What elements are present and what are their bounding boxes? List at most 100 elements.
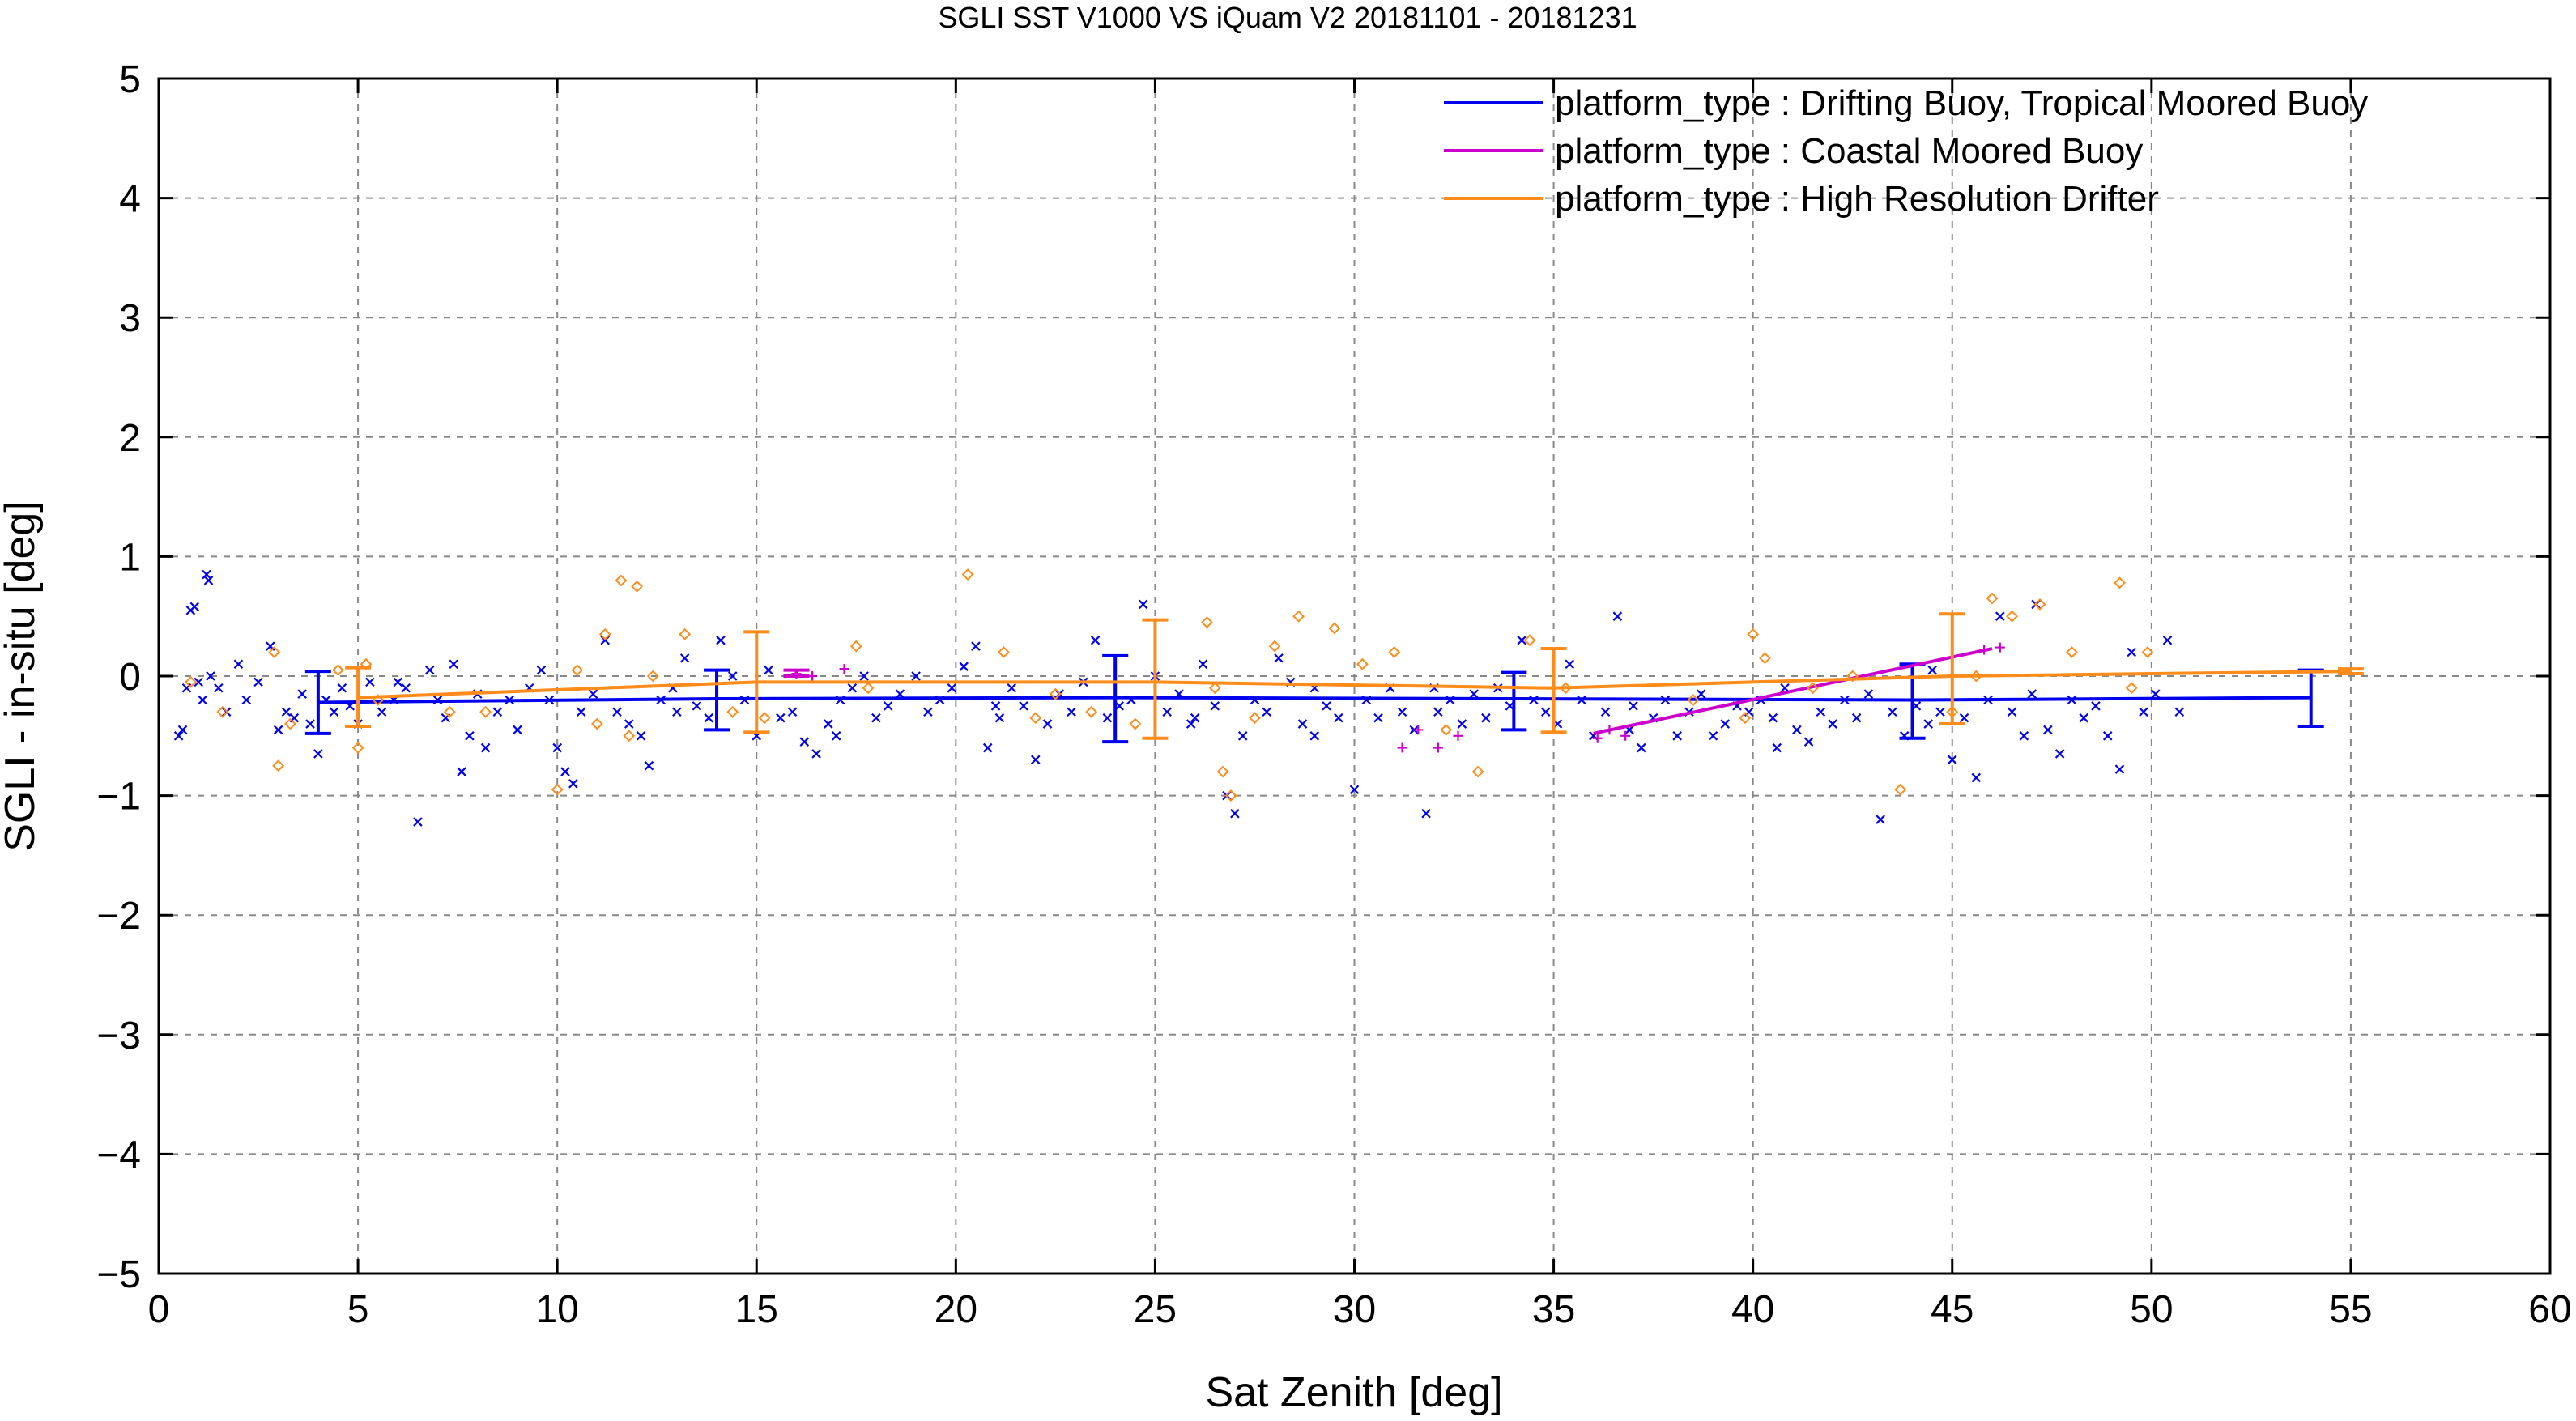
data-point: [1440, 724, 1453, 736]
data-point: [492, 707, 503, 717]
data-point: [377, 707, 387, 717]
data-point: [2174, 707, 2185, 717]
data-point: [206, 671, 215, 681]
data-point: [1162, 707, 1172, 717]
data-point: [1237, 731, 1248, 741]
data-point: [2054, 749, 2065, 759]
data-point: [253, 677, 263, 687]
data-point: [2162, 635, 2173, 645]
data-point: [1356, 657, 1369, 670]
data-point: [971, 641, 981, 651]
data-point: [598, 628, 611, 640]
data-point: [961, 568, 974, 581]
data-point: [704, 713, 713, 723]
data-point: [923, 707, 933, 717]
data-point: [831, 731, 841, 741]
data-point: [1971, 772, 1982, 783]
data-point: [273, 725, 283, 735]
data-point: [799, 737, 810, 747]
x-tick-label: 10: [535, 1288, 578, 1331]
data-point: [1067, 707, 1076, 717]
data-point: [2019, 731, 2029, 741]
data-point: [1629, 701, 1638, 711]
data-point: [2091, 701, 2101, 711]
data-point: [883, 701, 893, 711]
data-point: [1029, 712, 1042, 725]
data-point: [2141, 646, 2154, 658]
y-tick-label: 5: [119, 58, 141, 101]
series-layer: [173, 568, 2364, 827]
data-point: [1995, 611, 2005, 621]
data-point: [1210, 701, 1220, 711]
data-point: [839, 664, 849, 674]
data-point: [571, 664, 584, 677]
data-point: [1208, 682, 1221, 695]
data-point: [1085, 705, 1098, 718]
data-point: [590, 717, 603, 730]
series-mean-line: [358, 670, 2351, 700]
data-point: [297, 689, 307, 699]
data-point: [184, 675, 197, 688]
legend: platform_type : Drifting Buoy, Tropical …: [1444, 83, 2368, 219]
data-point: [413, 817, 423, 827]
data-point: [233, 659, 244, 670]
data-point: [692, 701, 702, 711]
data-point: [1198, 659, 1208, 670]
data-point: [401, 683, 411, 693]
error-bar: [1939, 612, 1965, 726]
data-point: [631, 580, 644, 593]
data-point: [1768, 713, 1778, 723]
data-point: [1739, 712, 1752, 725]
data-point: [672, 707, 682, 717]
data-point: [1334, 713, 1343, 723]
data-point: [994, 713, 1005, 723]
data-point: [1190, 713, 1200, 723]
data-point: [332, 664, 344, 677]
data-point: [173, 731, 184, 741]
data-point: [624, 719, 634, 729]
data-point: [560, 767, 570, 776]
data-point: [480, 742, 491, 753]
data-point: [1894, 783, 1907, 796]
data-point: [1620, 730, 1631, 741]
error-bar: [1540, 647, 1567, 734]
data-point: [1592, 733, 1603, 743]
data-point: [847, 683, 858, 693]
y-tick-label: 0: [119, 656, 141, 699]
data-point: [268, 646, 281, 658]
data-point: [2127, 647, 2137, 657]
data-point: [982, 742, 993, 753]
data-point: [1747, 628, 1760, 640]
x-tick-label: 45: [1931, 1288, 1974, 1331]
data-point: [1637, 742, 1646, 753]
data-point: [862, 682, 875, 695]
data-point: [1959, 713, 1969, 723]
data-point: [871, 713, 881, 723]
data-point: [1413, 725, 1424, 735]
data-point: [365, 677, 375, 687]
data-point: [1947, 755, 1957, 765]
x-tick-label: 0: [148, 1288, 170, 1331]
legend-entry: platform_type : Drifting Buoy, Tropical …: [1555, 83, 2368, 123]
data-point: [1268, 640, 1281, 653]
data-point: [1129, 717, 1142, 730]
data-point: [1186, 719, 1196, 729]
y-tick-label: −2: [96, 895, 141, 938]
data-point: [849, 640, 862, 653]
error-bar: [345, 666, 372, 728]
data-point: [776, 713, 786, 723]
data-point: [1388, 646, 1401, 658]
data-point: [1846, 670, 1859, 683]
x-tick-label: 60: [2528, 1288, 2571, 1331]
data-point: [758, 712, 771, 725]
data-point: [202, 569, 211, 580]
data-point: [449, 659, 458, 670]
data-point: [1274, 653, 1284, 663]
data-point: [2114, 764, 2125, 774]
series-mean-line: [1593, 647, 1993, 735]
data-point: [216, 705, 229, 718]
data-point: [2065, 646, 2078, 658]
data-point: [1397, 742, 1407, 753]
data-point: [990, 701, 1001, 711]
